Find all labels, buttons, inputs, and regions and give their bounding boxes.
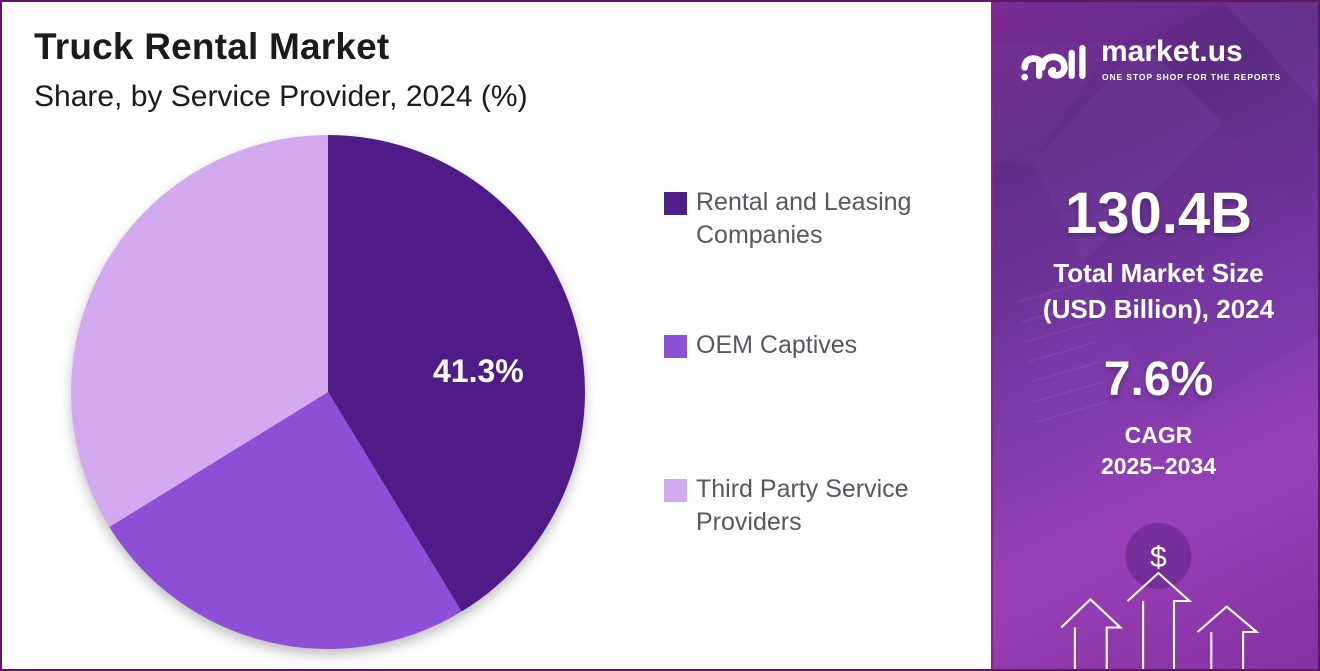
svg-text:$: $: [1150, 541, 1167, 574]
